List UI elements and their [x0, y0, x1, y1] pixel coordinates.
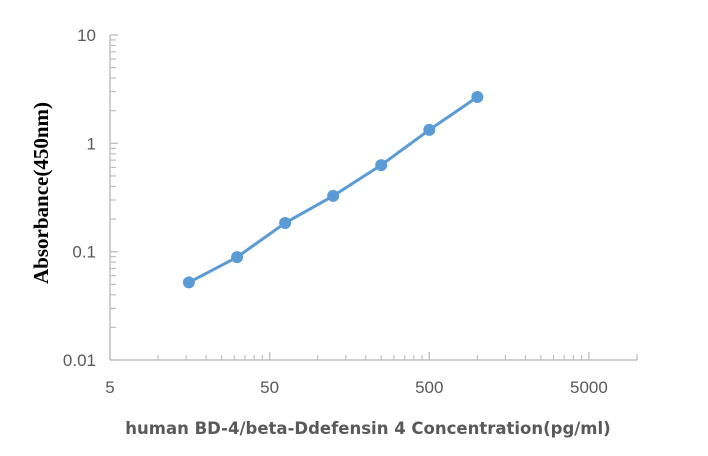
data-point — [182, 276, 195, 289]
data-point — [231, 251, 244, 264]
y-tick-label: 10 — [77, 26, 96, 45]
x-tick-label: 500 — [415, 378, 443, 397]
x-tick-label: 5 — [105, 378, 114, 397]
axes — [109, 34, 638, 361]
data-point — [279, 216, 292, 229]
x-tick-label: 5000 — [570, 378, 608, 397]
data-point — [471, 90, 484, 103]
tick-labels: 5 50 500 5000 10 1 0.1 0.01 — [63, 26, 608, 397]
y-axis-label: Absorbance(450nm) — [29, 102, 53, 284]
y-tick-label: 1 — [87, 134, 96, 153]
x-tick-label: 50 — [260, 378, 279, 397]
series — [182, 90, 484, 289]
data-point — [423, 123, 436, 136]
y-tick-label: 0.01 — [63, 351, 96, 370]
data-point — [327, 189, 340, 202]
data-point — [375, 159, 388, 172]
y-tick-label: 0.1 — [72, 243, 96, 262]
x-axis-label: human BD-4/beta-Ddefensin 4 Concentratio… — [125, 419, 610, 438]
